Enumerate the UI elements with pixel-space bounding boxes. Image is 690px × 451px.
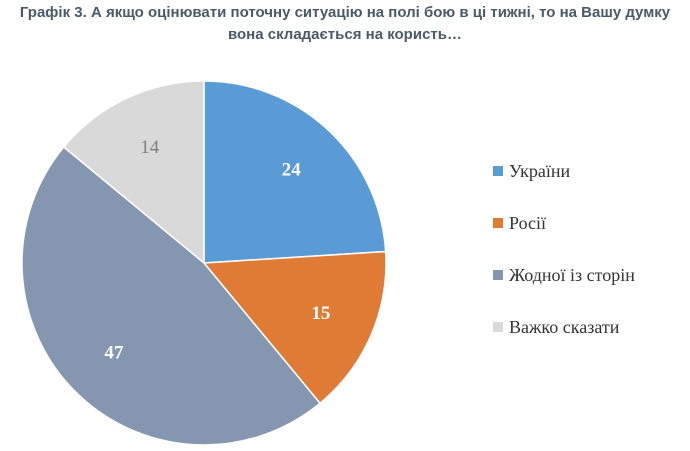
legend-label-1: Росії	[509, 212, 547, 233]
pie-slice-3	[62, 80, 205, 265]
pie-slice-1	[202, 250, 387, 405]
legend-label-2: Жодної із сторін	[509, 264, 635, 285]
legend-item-3: Важко сказати	[493, 316, 635, 338]
pie-data-label-0: 24	[282, 160, 302, 181]
legend-item-2: Жодної із сторін	[493, 264, 635, 286]
pie-slice-0	[203, 80, 387, 264]
legend-swatch-0	[493, 166, 503, 176]
legend-swatch-2	[493, 270, 503, 280]
pie-data-label-1: 15	[311, 303, 330, 324]
legend-item-0: України	[493, 160, 635, 182]
chart-legend: України Росії Жодної із сторін Важко сказат…	[493, 160, 635, 368]
pie-data-label-3: 14	[140, 137, 160, 158]
legend-label-0: України	[509, 160, 571, 181]
legend-swatch-1	[493, 218, 503, 228]
chart-title-line-2: вона складається на користь…	[228, 26, 462, 43]
pie-slice-2	[21, 145, 322, 446]
legend-item-1: Росії	[493, 212, 635, 234]
chart-title: Графік 3. А якщо оцінювати поточну ситуа…	[0, 0, 690, 46]
legend-swatch-3	[493, 322, 503, 332]
chart-title-line-1: Графік 3. А якщо оцінювати поточну ситуа…	[19, 4, 671, 21]
pie-data-label-2: 47	[104, 343, 124, 364]
legend-label-3: Важко сказати	[509, 316, 620, 337]
